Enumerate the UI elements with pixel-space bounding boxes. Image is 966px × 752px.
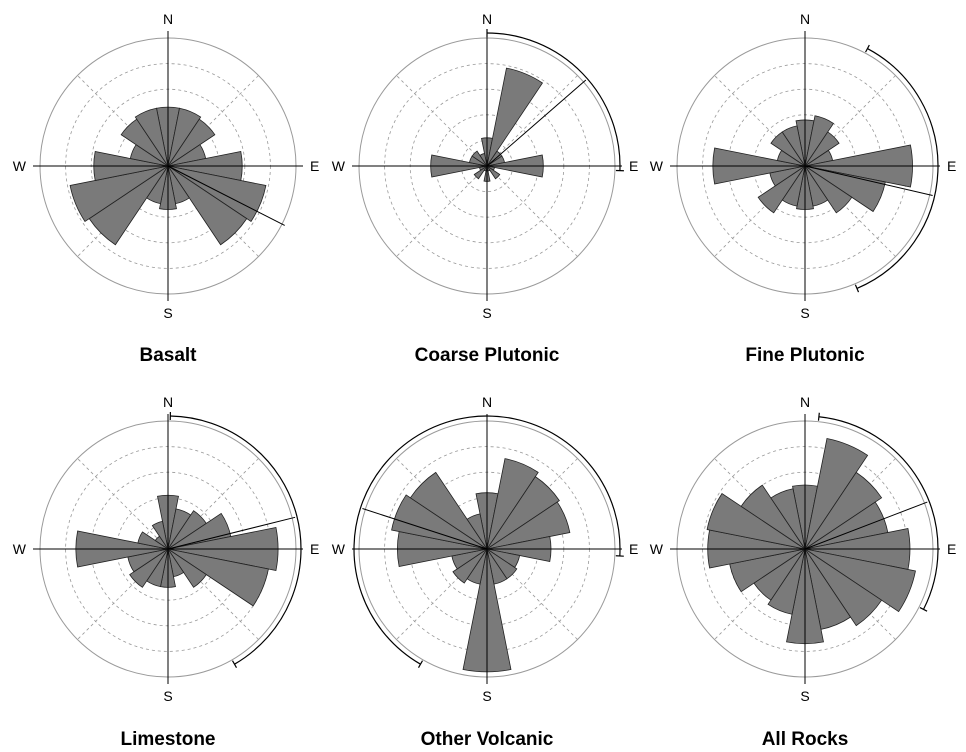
rose-petal [391, 494, 488, 550]
mean-direction-line [804, 165, 933, 196]
rose-petal [804, 115, 835, 167]
rose-petal [167, 107, 202, 167]
rose-diagram-limestone: N E S W Limestone [13, 394, 320, 750]
compass-w-label: W [13, 158, 27, 174]
confidence-arc-tick [417, 660, 424, 668]
rose-petal [804, 548, 916, 613]
chart-title: Other Volcanic [421, 729, 554, 750]
confidence-arc [486, 32, 621, 171]
rose-petal [167, 165, 248, 246]
rose-petal [466, 513, 488, 550]
rose-petal [767, 548, 806, 615]
mean-direction-line [362, 508, 488, 550]
rose-petal [781, 125, 806, 167]
compass-w-label: W [332, 541, 346, 557]
rose-petal [804, 131, 840, 167]
compass-e-label: E [947, 158, 956, 174]
rose-petal [452, 548, 488, 584]
confidence-arc-tick [854, 284, 860, 293]
compass-e-label: E [310, 541, 319, 557]
compass-e-label: E [629, 541, 638, 557]
chart-title: Fine Plutonic [745, 345, 865, 366]
chart-title: Limestone [120, 729, 215, 750]
rose-petal [137, 531, 169, 550]
rose-petal [486, 476, 560, 550]
compass-n-label: N [482, 11, 492, 27]
compass-e-label: E [947, 541, 956, 557]
confidence-arc-tick [231, 660, 238, 668]
rose-petal [473, 165, 488, 180]
rose-diagram-other-volcanic: N E S W Other Volcanic [332, 394, 639, 750]
confidence-arc [353, 415, 621, 665]
confidence-arc-tick [865, 44, 870, 53]
compass-n-label: N [482, 394, 492, 410]
confidence-arc-tick [817, 412, 820, 421]
compass-w-label: W [13, 541, 27, 557]
rose-petal [486, 501, 571, 550]
rose-diagram-basalt: N E S W Basalt [13, 11, 320, 366]
rose-petal [757, 165, 806, 214]
chart-title: All Rocks [762, 729, 849, 750]
mean-direction-line [486, 79, 587, 167]
compass-w-label: W [332, 158, 346, 174]
rose-petal [151, 520, 169, 550]
mean-direction-line [167, 516, 296, 550]
rose-petal [471, 150, 488, 167]
rose-petal [486, 67, 544, 167]
compass-n-label: N [163, 394, 173, 410]
rose-petal [486, 165, 501, 180]
rose-diagram-fine-plutonic: N E S W Fine Plutonic [650, 11, 957, 366]
compass-s-label: S [482, 305, 491, 321]
rose-diagram-all-rocks: N E S W All Rocks [650, 394, 957, 750]
confidence-arc [818, 416, 939, 610]
rose-petal [804, 165, 886, 213]
rose-petal [134, 107, 169, 167]
compass-s-label: S [800, 688, 809, 704]
mean-direction-line [167, 165, 285, 226]
rose-petal [167, 548, 207, 588]
compass-s-label: S [800, 305, 809, 321]
compass-n-label: N [800, 394, 810, 410]
rose-petal [804, 548, 883, 627]
compass-w-label: W [650, 158, 664, 174]
rose-petal [167, 165, 267, 223]
rose-petal [486, 458, 539, 550]
rose-petal [740, 484, 806, 550]
rose-petal [129, 548, 169, 588]
compass-s-label: S [163, 688, 172, 704]
compass-e-label: E [629, 158, 638, 174]
rose-petal [706, 492, 806, 550]
compass-n-label: N [800, 11, 810, 27]
compass-s-label: S [482, 688, 491, 704]
confidence-arc-tick [919, 607, 928, 612]
rose-petal [770, 488, 806, 550]
confidence-arc [856, 48, 939, 289]
confidence-arc [170, 415, 302, 665]
rose-petal [804, 165, 853, 214]
compass-w-label: W [650, 541, 664, 557]
rose-petal [479, 152, 488, 167]
rose-petal [167, 118, 216, 167]
compass-s-label: S [163, 305, 172, 321]
chart-title: Basalt [139, 345, 197, 366]
rose-petal [69, 165, 169, 223]
mean-direction-line [804, 501, 928, 550]
rose-petal [167, 548, 269, 607]
compass-n-label: N [163, 11, 173, 27]
rose-petal [804, 471, 883, 550]
rose-diagram-coarse-plutonic: N E S W Coarse Plutonic [332, 11, 639, 366]
rose-petal [804, 438, 869, 550]
compass-e-label: E [310, 158, 319, 174]
chart-title: Coarse Plutonic [415, 345, 560, 366]
rose-petal [409, 471, 488, 550]
